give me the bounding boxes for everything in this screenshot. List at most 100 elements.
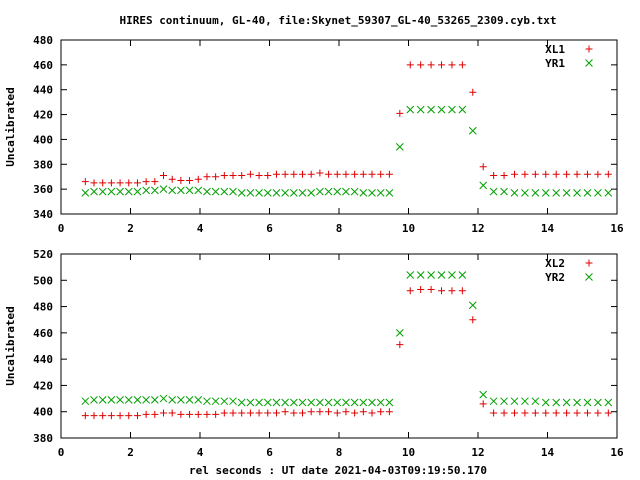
- data-point-yr1: [107, 187, 116, 196]
- data-point-xl1: [333, 170, 341, 178]
- data-point-xl2: [359, 408, 367, 416]
- data-point-yr1: [142, 186, 150, 195]
- data-point-xl2: [238, 409, 246, 417]
- data-point-xl2: [469, 316, 477, 324]
- data-point-yr1: [116, 187, 124, 196]
- y-tick-label: 480: [33, 301, 53, 314]
- data-point-yr1: [229, 187, 237, 196]
- data-point-yr2: [437, 271, 446, 279]
- data-point-yr2: [350, 398, 359, 407]
- data-point-xl1: [264, 171, 272, 179]
- data-point-yr2: [324, 398, 333, 407]
- data-point-xl2: [396, 341, 404, 349]
- data-point-xl1: [479, 163, 487, 171]
- data-point-xl1: [594, 170, 602, 178]
- data-point-yr1: [489, 187, 498, 196]
- data-point-xl2: [521, 409, 529, 417]
- data-point-yr2: [298, 398, 307, 407]
- data-point-xl1: [133, 179, 141, 187]
- x-tick-label: 2: [127, 222, 134, 235]
- y-tick-label: 420: [33, 379, 53, 392]
- data-point-xl2: [194, 410, 202, 418]
- x-axis-label: rel seconds : UT date 2021-04-03T09:19:5…: [189, 464, 487, 477]
- data-point-xl2: [272, 409, 280, 417]
- data-point-yr1: [150, 186, 159, 195]
- data-point-xl1: [194, 175, 202, 183]
- data-point-xl1: [238, 171, 246, 179]
- data-point-xl1: [604, 170, 612, 178]
- data-point-xl2: [510, 409, 518, 417]
- x-tick-label: 2: [127, 446, 134, 459]
- x-tick-label: 10: [402, 222, 415, 235]
- data-point-yr1: [541, 189, 550, 197]
- legend-label: XL2: [545, 257, 565, 270]
- x-tick-label: 8: [336, 446, 343, 459]
- data-point-yr2: [448, 271, 456, 279]
- y-tick-label: 440: [33, 353, 53, 366]
- data-point-yr2: [98, 396, 107, 404]
- data-point-yr1: [281, 189, 289, 197]
- x-tick-label: 12: [471, 222, 484, 235]
- x-tick-label: 16: [610, 446, 624, 459]
- data-point-yr2: [142, 396, 150, 404]
- data-point-xl2: [458, 287, 466, 295]
- data-point-yr2: [307, 398, 316, 407]
- data-point-yr2: [316, 398, 324, 407]
- data-point-yr2: [220, 397, 229, 406]
- data-point-xl2: [203, 410, 211, 418]
- x-tick-label: 0: [58, 446, 65, 459]
- legend-marker: [585, 273, 593, 281]
- data-point-xl1: [448, 61, 456, 69]
- data-point-xl2: [81, 412, 89, 420]
- data-point-xl1: [81, 178, 89, 186]
- data-point-yr2: [272, 398, 281, 407]
- x-tick-label: 14: [541, 446, 555, 459]
- data-point-xl1: [220, 171, 228, 179]
- data-point-xl1: [229, 171, 237, 179]
- data-point-xl2: [316, 408, 324, 416]
- data-point-xl2: [246, 409, 254, 417]
- data-point-yr1: [194, 186, 203, 195]
- data-point-yr1: [437, 105, 446, 114]
- bottom-plot-panel: 380 400 420 440 460 480 500 520 0 2 4 6 8 10 12 14 16 Unc…: [4, 248, 624, 459]
- legend-marker: [585, 45, 593, 53]
- data-point-xl2: [151, 410, 159, 418]
- data-point-xl2: [264, 409, 272, 417]
- data-point-yr1: [479, 181, 488, 190]
- data-point-yr2: [116, 396, 124, 404]
- data-point-xl2: [212, 410, 220, 418]
- data-point-xl2: [281, 408, 289, 416]
- data-point-yr2: [150, 396, 159, 404]
- data-point-xl2: [342, 408, 350, 416]
- data-point-xl2: [594, 409, 602, 417]
- data-point-xl1: [272, 170, 280, 178]
- data-point-yr1: [333, 187, 342, 196]
- data-point-yr1: [510, 189, 519, 197]
- data-point-yr1: [342, 187, 350, 196]
- data-point-yr2: [159, 394, 168, 403]
- data-point-yr1: [168, 186, 177, 195]
- x-tick-label: 8: [336, 222, 343, 235]
- legend-marker: [585, 59, 593, 67]
- data-point-xl2: [604, 409, 612, 417]
- data-point-yr2: [211, 397, 220, 406]
- data-point-xl2: [448, 287, 456, 295]
- y-tick-label: 460: [33, 327, 53, 340]
- data-point-yr2: [168, 396, 177, 404]
- data-point-yr2: [263, 398, 272, 407]
- data-point-xl2: [573, 409, 581, 417]
- data-point-xl2: [427, 285, 435, 293]
- data-point-xl2: [583, 409, 591, 417]
- x-tick-label: 14: [541, 222, 555, 235]
- data-point-xl2: [377, 408, 385, 416]
- data-point-xl2: [531, 409, 539, 417]
- data-point-xl1: [212, 173, 220, 181]
- data-point-xl2: [307, 408, 315, 416]
- data-point-yr1: [246, 189, 255, 197]
- plot-frame: [60, 253, 618, 439]
- data-point-xl2: [490, 409, 498, 417]
- data-point-yr2: [81, 397, 90, 406]
- data-point-xl2: [160, 409, 168, 417]
- data-point-yr1: [124, 187, 133, 196]
